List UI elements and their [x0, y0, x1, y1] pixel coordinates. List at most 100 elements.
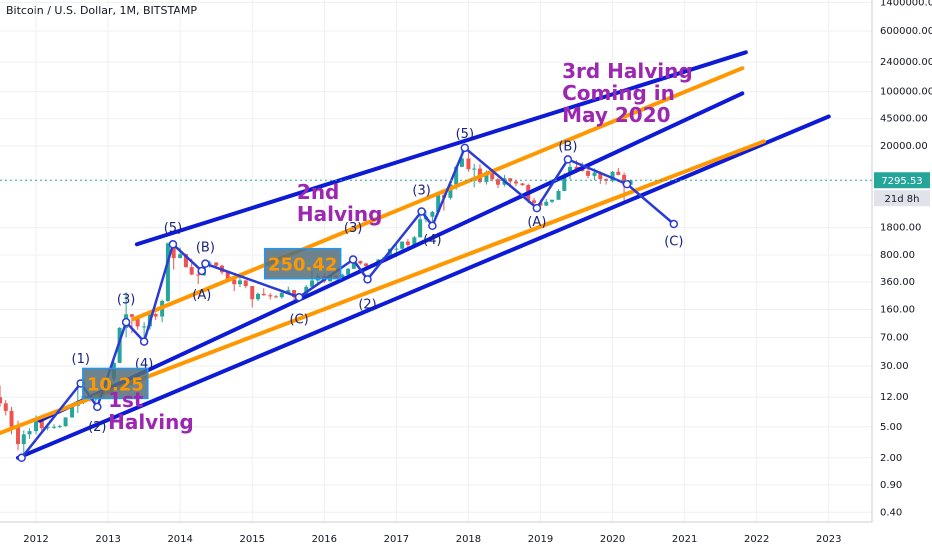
wave-label: (5): [164, 221, 182, 236]
wave-point: [363, 275, 372, 284]
y-tick-label: 360.00: [880, 277, 915, 288]
candle-body: [448, 184, 453, 198]
annotation-line: Coming in: [562, 81, 675, 105]
channel-line-orange-upper: [131, 66, 745, 322]
candle-body: [472, 168, 477, 170]
y-tick-label: 30.00: [880, 361, 909, 372]
candle-body: [568, 166, 573, 175]
candle-body: [556, 190, 561, 200]
candle-body: [268, 295, 273, 297]
candle-body: [142, 326, 147, 328]
candle-body: [232, 279, 237, 285]
y-tick-label: 1400000.00: [880, 0, 932, 8]
wave-point: [17, 453, 26, 463]
candle-body: [364, 263, 369, 267]
halving-annotation: 3rd Halving Coming in May 2020: [562, 59, 693, 127]
halving-annotation: 2nd Halving: [297, 180, 383, 226]
wave-label: (2): [358, 298, 376, 313]
wave-point: [201, 259, 210, 268]
candle-body: [610, 171, 615, 181]
wave-point: [669, 219, 679, 229]
candle-body: [454, 166, 459, 185]
candle-body: [544, 201, 549, 206]
price-boxes: 10.25 250.42: [82, 247, 342, 400]
price-box: [263, 247, 342, 280]
y-tick-label: 70.00: [880, 332, 909, 343]
candle-body: [57, 426, 62, 428]
candle-body: [196, 274, 201, 276]
annotation-line: 3rd Halving: [562, 59, 693, 83]
candle-body: [63, 417, 68, 427]
wave-label: (A): [192, 288, 211, 303]
wave-label: (3): [117, 293, 135, 308]
candle-body: [495, 179, 500, 185]
candle-body: [520, 183, 525, 186]
x-tick-label: 2020: [600, 534, 625, 545]
candle-body: [9, 410, 14, 427]
countdown-value: 21d 8h: [885, 194, 920, 205]
candle-body: [3, 403, 8, 411]
candle-body: [52, 426, 57, 428]
candle-body: [286, 290, 291, 293]
wave-label: (C): [289, 313, 308, 328]
wave-label: (3): [412, 183, 430, 198]
channel-line-outer-upper: [134, 50, 748, 247]
wave-point: [294, 292, 304, 302]
price-box: [82, 367, 149, 400]
wave-point: [532, 203, 542, 213]
candle-body: [237, 280, 242, 285]
candle-body: [436, 195, 441, 212]
y-tick-label: 240000.00: [880, 57, 932, 68]
candle-body: [261, 293, 266, 296]
x-tick-label: 2015: [240, 534, 265, 545]
candle-body: [400, 241, 405, 249]
channel-line-outer-lower: [16, 114, 831, 460]
annotation-line: Halving: [108, 410, 194, 434]
candle-body: [165, 243, 170, 301]
candle-body: [430, 211, 435, 217]
candle-body: [183, 254, 188, 268]
candle-body: [225, 272, 230, 280]
candle-body: [484, 172, 489, 182]
candle-body: [490, 172, 495, 180]
wave-label: (4): [423, 233, 441, 248]
x-tick-label: 2018: [456, 534, 481, 545]
grid: [0, 0, 872, 522]
candle-body: [513, 181, 518, 184]
candle-body: [214, 262, 219, 266]
wave-label: (A): [527, 215, 546, 230]
candle-body: [39, 417, 44, 429]
annotation-line: May 2020: [562, 103, 670, 127]
x-tick-label: 2023: [816, 534, 841, 545]
wave-label: (C): [664, 235, 683, 250]
wave-point: [168, 240, 178, 249]
candle-body: [70, 405, 75, 418]
candle-body: [117, 327, 122, 363]
x-tick-label: 2021: [672, 534, 697, 545]
candle-body: [27, 431, 32, 435]
channel-line-middle-blue: [37, 91, 745, 423]
candle-body: [0, 397, 2, 404]
y-tick-label: 100000.00: [880, 87, 932, 98]
wave-label: (B): [196, 241, 215, 256]
wave-label: (5): [456, 127, 474, 142]
x-tick-label: 2019: [528, 534, 553, 545]
wave-point: [460, 143, 470, 153]
candle-body: [207, 262, 212, 264]
y-tick-label: 800.00: [880, 250, 915, 261]
x-tick-label: 2017: [384, 534, 409, 545]
last-price-line: 7295.53 21d 8h: [0, 172, 930, 207]
candle-body: [21, 434, 26, 445]
wave-point: [348, 255, 358, 264]
candle-body: [550, 199, 555, 202]
candle-body: [574, 166, 579, 170]
candle-body: [274, 296, 279, 298]
wave-point: [622, 179, 632, 189]
candle-body: [418, 219, 423, 238]
wave-point: [93, 402, 102, 412]
wave-point: [121, 317, 131, 327]
candle-body: [292, 290, 297, 298]
wave-label: (3): [344, 221, 362, 236]
y-tick-label: 1800.00: [880, 223, 921, 234]
